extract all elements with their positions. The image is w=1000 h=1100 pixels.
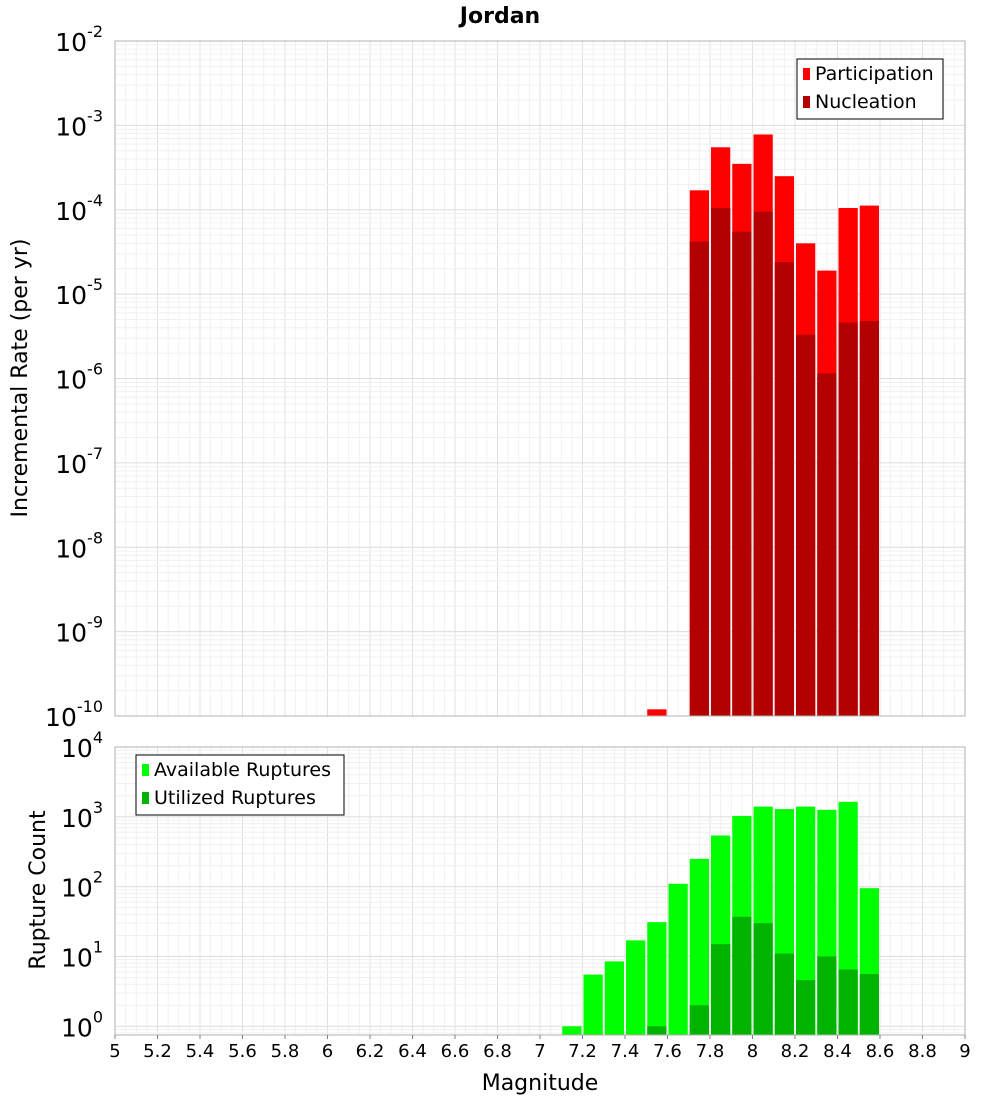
- count-y-tick-label: 102: [61, 868, 103, 903]
- x-tick-label: 7.2: [568, 1041, 597, 1062]
- x-tick-label: 8.6: [866, 1041, 895, 1062]
- count-legend-swatch: [142, 764, 149, 776]
- rate-bar-b: [732, 231, 752, 716]
- rate-bar-b: [859, 321, 879, 716]
- x-tick-label: 7.8: [696, 1041, 725, 1062]
- rate-legend-swatch: [803, 68, 810, 80]
- x-tick-label: 6.2: [356, 1041, 385, 1062]
- rate-legend-swatch: [803, 96, 810, 108]
- count-bar-b: [689, 1005, 709, 1035]
- x-tick-label: 6.8: [483, 1041, 512, 1062]
- rate-y-tick-label: 10-4: [55, 191, 103, 226]
- count-y-tick-label: 103: [61, 798, 103, 833]
- count-bar-b: [711, 944, 731, 1035]
- count-bar-b: [859, 974, 879, 1035]
- chart-title: Jordan: [458, 4, 540, 29]
- x-tick-label: 8.2: [781, 1041, 810, 1062]
- rate-bar-b: [711, 207, 731, 716]
- x-tick-label: 5: [109, 1041, 120, 1062]
- rate-y-tick-label: 10-6: [55, 360, 103, 395]
- count-bar-b: [817, 956, 837, 1035]
- rate-bar-b: [774, 262, 794, 716]
- count-bar-a: [796, 806, 816, 1035]
- rate-bar-b: [796, 334, 816, 716]
- count-bar-b: [753, 923, 773, 1035]
- count-y-tick-label: 101: [61, 937, 103, 972]
- x-axis-label: Magnitude: [482, 1071, 599, 1096]
- count-bar-b: [838, 969, 858, 1035]
- x-tick-label: 8.4: [823, 1041, 852, 1062]
- x-tick-label: 5.4: [186, 1041, 215, 1062]
- x-tick-label: 7.6: [653, 1041, 682, 1062]
- rate-y-tick-label: 10-9: [55, 613, 103, 648]
- count-bar-a: [647, 922, 667, 1035]
- rate-legend-label: Nucleation: [815, 91, 917, 113]
- count-legend-swatch: [142, 792, 149, 804]
- count-bar-a: [604, 961, 624, 1035]
- count-bar-a: [583, 974, 603, 1035]
- count-bar-a: [562, 1026, 582, 1035]
- count-bar-b: [796, 980, 816, 1035]
- rate-bar-b: [817, 373, 837, 716]
- x-tick-label: 5.6: [228, 1041, 257, 1062]
- x-tick-label: 5.8: [271, 1041, 300, 1062]
- x-tick-label: 6.6: [441, 1041, 470, 1062]
- count-legend-box: [135, 754, 345, 816]
- rupture-count-panel: 100 101 102 103 104 5 5.2 5.4 5.6 5.8 6 6.2 6.4 6.6 6.…: [61, 728, 971, 1062]
- rate-bar-b: [838, 322, 858, 716]
- x-tick-label: 8: [747, 1041, 758, 1062]
- count-bar-a: [689, 858, 709, 1035]
- rate-y-tick-label: 10-7: [55, 444, 103, 479]
- x-tick-label: 6: [322, 1041, 333, 1062]
- count-bar-b: [647, 1026, 667, 1035]
- x-tick-label: 5.2: [143, 1041, 172, 1062]
- rate-y-tick-label: 10-8: [55, 528, 103, 563]
- rate-y-tick-label: 10-5: [55, 275, 103, 310]
- count-bar-b: [732, 916, 752, 1035]
- count-legend-label: Utilized Ruptures: [154, 787, 316, 809]
- rate-bar-b: [689, 241, 709, 717]
- rate-y-tick-label: 10-2: [55, 22, 103, 57]
- x-tick-label: 8.8: [908, 1041, 937, 1062]
- count-legend-label: Available Ruptures: [154, 759, 331, 781]
- rate-y-tick-label: 10-3: [55, 106, 103, 141]
- rate-plot-frame: [114, 40, 966, 717]
- rate-panel: 10-10 10-9 10-8 10-7 10-6 10-5 10-4 10-3 10-2 Par…: [45, 22, 966, 732]
- rate-legend-label: Participation: [815, 63, 934, 85]
- rate-legend-box: [796, 58, 944, 120]
- rate-y-tick-label: 10-10: [45, 697, 103, 732]
- count-y-axis-label: Rupture Count: [26, 810, 51, 970]
- rate-y-axis-label: Incremental Rate (per yr): [8, 239, 33, 518]
- rate-bar-a: [647, 709, 667, 716]
- count-bar-a: [668, 883, 688, 1035]
- count-bar-a: [626, 940, 646, 1035]
- rate-bar-b: [753, 211, 773, 716]
- x-tick-label: 7: [534, 1041, 545, 1062]
- count-bar-b: [774, 953, 794, 1035]
- x-tick-label: 6.4: [398, 1041, 427, 1062]
- x-tick-label: 7.4: [611, 1041, 640, 1062]
- x-tick-label: 9: [959, 1041, 970, 1062]
- count-y-tick-label: 104: [61, 728, 103, 763]
- count-y-tick-label: 100: [61, 1007, 103, 1042]
